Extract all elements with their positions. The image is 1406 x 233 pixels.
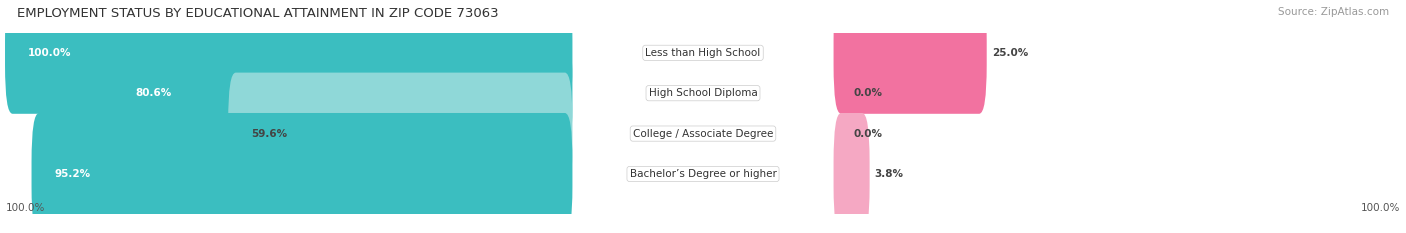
Text: Source: ZipAtlas.com: Source: ZipAtlas.com: [1278, 7, 1389, 17]
FancyBboxPatch shape: [0, 77, 1406, 233]
Text: 100.0%: 100.0%: [1361, 203, 1400, 213]
Text: 100.0%: 100.0%: [6, 203, 45, 213]
FancyBboxPatch shape: [834, 0, 987, 114]
FancyBboxPatch shape: [31, 113, 572, 233]
FancyBboxPatch shape: [834, 113, 869, 233]
FancyBboxPatch shape: [0, 0, 1406, 149]
Text: 3.8%: 3.8%: [875, 169, 904, 179]
Text: 95.2%: 95.2%: [55, 169, 91, 179]
Text: 100.0%: 100.0%: [28, 48, 72, 58]
FancyBboxPatch shape: [228, 73, 572, 195]
Text: EMPLOYMENT STATUS BY EDUCATIONAL ATTAINMENT IN ZIP CODE 73063: EMPLOYMENT STATUS BY EDUCATIONAL ATTAINM…: [17, 7, 499, 20]
Text: College / Associate Degree: College / Associate Degree: [633, 129, 773, 139]
FancyBboxPatch shape: [0, 0, 1406, 190]
Text: 59.6%: 59.6%: [252, 129, 287, 139]
FancyBboxPatch shape: [6, 0, 572, 114]
Text: Less than High School: Less than High School: [645, 48, 761, 58]
Text: 80.6%: 80.6%: [135, 88, 172, 98]
Text: 0.0%: 0.0%: [853, 88, 883, 98]
Text: Bachelor’s Degree or higher: Bachelor’s Degree or higher: [630, 169, 776, 179]
Text: 25.0%: 25.0%: [991, 48, 1028, 58]
Text: High School Diploma: High School Diploma: [648, 88, 758, 98]
FancyBboxPatch shape: [112, 32, 572, 154]
FancyBboxPatch shape: [0, 37, 1406, 230]
Text: 0.0%: 0.0%: [853, 129, 883, 139]
